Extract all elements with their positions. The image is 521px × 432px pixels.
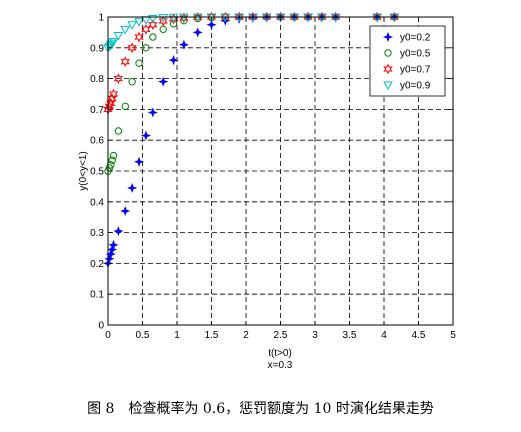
x-tick-label: 1.5 xyxy=(205,330,219,341)
legend-label: y0=0.7 xyxy=(400,65,431,76)
data-point xyxy=(106,97,116,109)
data-point xyxy=(168,55,179,66)
data-point xyxy=(179,12,189,24)
data-point xyxy=(114,127,123,135)
legend-label: y0=0.5 xyxy=(400,49,431,60)
legend-marker xyxy=(384,49,392,57)
data-point xyxy=(147,107,158,118)
x-tick-label: 0.5 xyxy=(136,330,150,341)
x-tick-label: 1 xyxy=(174,330,180,341)
data-point xyxy=(104,253,115,264)
data-point xyxy=(142,44,150,52)
x-axis-label: t(t>0) xyxy=(268,348,292,359)
x-tick-label: 3.5 xyxy=(343,330,357,341)
data-point xyxy=(192,27,203,38)
data-point xyxy=(206,19,217,30)
legend-marker xyxy=(383,63,393,75)
y-tick-label: 0.3 xyxy=(90,228,104,239)
data-point xyxy=(120,205,131,217)
data-point xyxy=(127,182,138,194)
data-point xyxy=(127,21,138,30)
data-point xyxy=(158,76,169,87)
legend-marker xyxy=(383,81,393,91)
data-point xyxy=(113,225,124,237)
y-tick-label: 0.7 xyxy=(90,105,104,116)
y-tick-label: 0 xyxy=(98,321,104,332)
x-tick-label: 0 xyxy=(105,330,111,341)
x-tick-label: 2.5 xyxy=(274,330,288,341)
y-tick-label: 1 xyxy=(98,13,104,24)
y-tick-label: 0.8 xyxy=(90,74,104,85)
y-tick-label: 0.1 xyxy=(90,290,104,301)
data-point xyxy=(104,100,115,112)
data-point xyxy=(108,38,119,47)
data-point xyxy=(108,156,116,164)
data-point xyxy=(105,249,116,260)
data-point xyxy=(134,31,144,43)
x-tick-label: 5 xyxy=(450,330,456,341)
data-point xyxy=(158,15,168,27)
data-point xyxy=(107,244,118,255)
figure-caption: 图 8 检查概率为 0.6，惩罚额度为 10 时演化结果走势 xyxy=(87,401,434,417)
chart: 0 0.5 1 1.5 2 2.5 3 3.5 4 4.5 5 0 0.1 0.2 0.3 0.4 0.5 0.6… xyxy=(78,11,456,371)
legend: y0=0.2 y0=0.5 y0=0.7 y0=0.9 xyxy=(369,25,446,97)
x-tick-label: 4 xyxy=(381,330,387,341)
legend-marker xyxy=(382,31,394,43)
tick-labels: 0 0.5 1 1.5 2 2.5 3 3.5 4 4.5 5 0 0.1 0.2 0.3 0.4 0.5 0.6… xyxy=(90,13,456,342)
tick-marks xyxy=(107,16,454,326)
data-point xyxy=(178,39,189,50)
legend-label: y0=0.9 xyxy=(400,81,431,92)
y-tick-label: 0.5 xyxy=(90,167,104,178)
data-point xyxy=(108,239,119,250)
y-tick-label: 0.2 xyxy=(90,259,104,270)
data-point xyxy=(127,42,137,54)
data-point xyxy=(147,15,158,24)
y-tick-label: 0.9 xyxy=(90,43,104,54)
data-point xyxy=(113,73,123,84)
y-tick-label: 0.4 xyxy=(90,197,104,208)
legend-label: y0=0.2 xyxy=(400,33,431,44)
data-point xyxy=(109,151,118,160)
x-tick-label: 3 xyxy=(312,330,318,341)
y-axis-label: y(0<y<1) xyxy=(78,151,89,190)
data-point xyxy=(158,14,169,23)
data-point xyxy=(148,19,158,31)
x-axis-sublabel: x=0.3 xyxy=(268,360,293,371)
data-point xyxy=(128,77,136,86)
data-point xyxy=(120,56,130,68)
data-point xyxy=(121,102,129,111)
data-point xyxy=(140,130,152,141)
legend-box xyxy=(369,25,446,97)
data-point xyxy=(120,25,131,35)
data-point xyxy=(168,13,179,23)
data-point xyxy=(113,31,124,41)
x-tick-label: 2 xyxy=(243,330,249,341)
data-point xyxy=(134,18,144,27)
data-point xyxy=(149,33,157,41)
data-point xyxy=(133,156,145,167)
data-point xyxy=(108,88,119,100)
data-point xyxy=(135,59,143,67)
x-tick-label: 4.5 xyxy=(412,330,426,341)
y-tick-label: 0.6 xyxy=(90,136,104,147)
